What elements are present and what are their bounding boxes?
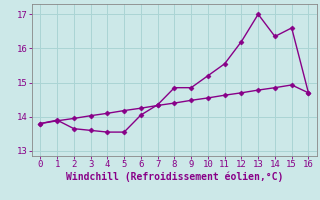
X-axis label: Windchill (Refroidissement éolien,°C): Windchill (Refroidissement éolien,°C): [66, 172, 283, 182]
